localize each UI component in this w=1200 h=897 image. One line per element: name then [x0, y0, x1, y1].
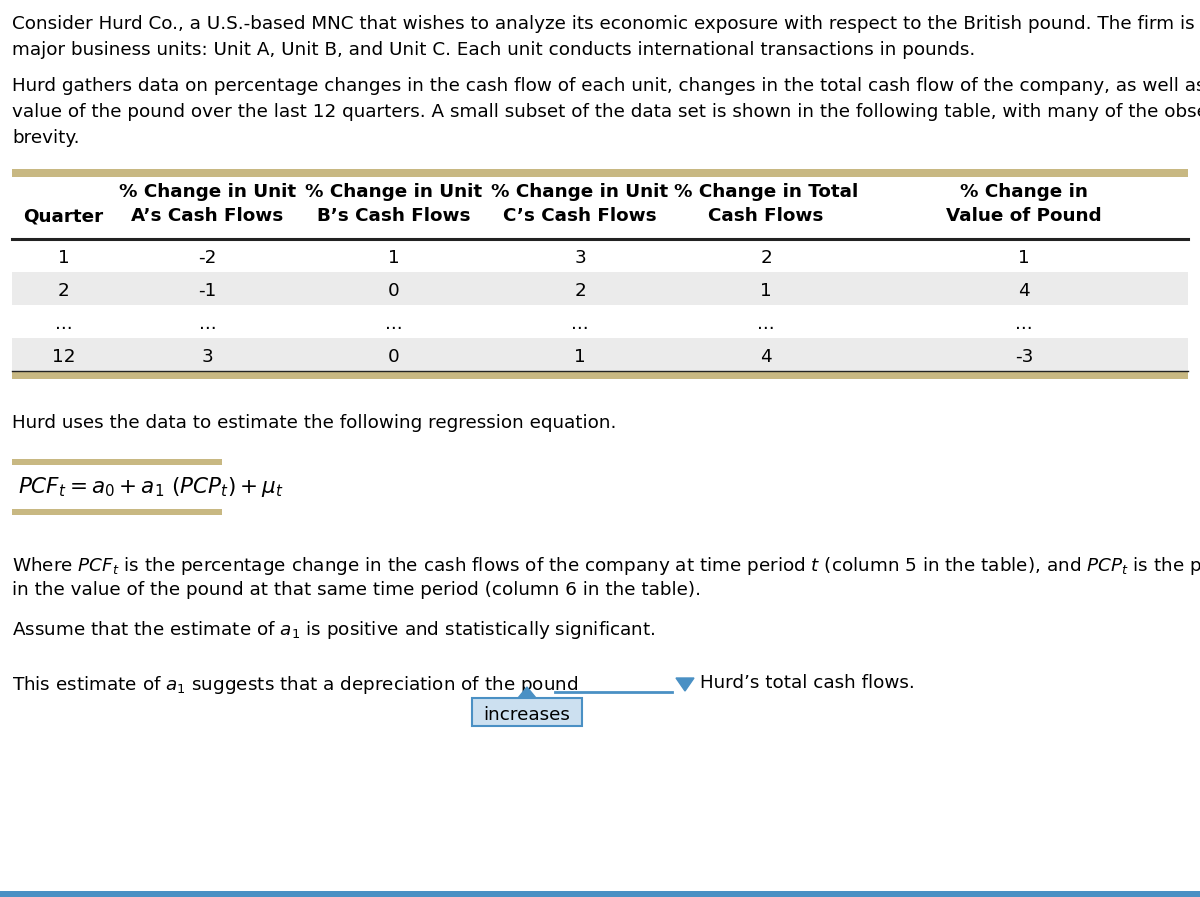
Text: -3: -3	[1015, 347, 1033, 365]
Text: ...: ...	[757, 315, 775, 333]
Text: % Change in Unit: % Change in Unit	[119, 183, 296, 201]
Text: 4: 4	[760, 347, 772, 365]
Bar	[0, 891, 1200, 897]
Text: Hurd’s total cash flows.: Hurd’s total cash flows.	[700, 674, 914, 692]
Text: ...: ...	[385, 315, 403, 333]
Text: 12: 12	[52, 347, 76, 365]
Text: 1: 1	[574, 347, 586, 365]
Bar	[0, 891, 1200, 897]
Polygon shape	[676, 678, 694, 691]
Bar	[12, 177, 1188, 239]
Text: brevity.: brevity.	[12, 129, 79, 147]
Text: 0: 0	[388, 347, 400, 365]
Text: major business units: Unit A, Unit B, and Unit C. Each unit conducts internation: major business units: Unit A, Unit B, an…	[12, 41, 976, 59]
Text: -1: -1	[198, 282, 217, 300]
Text: % Change in: % Change in	[960, 183, 1088, 201]
Text: 1: 1	[1018, 248, 1030, 266]
Text: 4: 4	[1018, 282, 1030, 300]
Bar	[12, 459, 222, 465]
Text: Cash Flows: Cash Flows	[708, 207, 823, 225]
Text: 1: 1	[58, 248, 70, 266]
Text: % Change in Total: % Change in Total	[674, 183, 858, 201]
Text: This estimate of $a_1$ suggests that a depreciation of the pound: This estimate of $a_1$ suggests that a d…	[12, 674, 578, 696]
Text: 1: 1	[760, 282, 772, 300]
Text: Assume that the estimate of $a_1$ is positive and statistically significant.: Assume that the estimate of $a_1$ is pos…	[12, 619, 655, 641]
Bar	[12, 338, 1188, 371]
Text: 3: 3	[202, 347, 214, 365]
Text: Hurd uses the data to estimate the following regression equation.: Hurd uses the data to estimate the follo…	[12, 414, 617, 432]
Text: ...: ...	[199, 315, 216, 333]
Text: Where $PCF_t$ is the percentage change in the cash flows of the company at time : Where $PCF_t$ is the percentage change i…	[12, 555, 1200, 577]
FancyBboxPatch shape	[472, 698, 582, 726]
Text: Quarter: Quarter	[24, 207, 103, 225]
Text: value of the pound over the last 12 quarters. A small subset of the data set is : value of the pound over the last 12 quar…	[12, 103, 1200, 121]
Text: $PCF_t = a_0 + a_1\ (PCP_t) + \mu_t$: $PCF_t = a_0 + a_1\ (PCP_t) + \mu_t$	[18, 475, 284, 499]
Text: ...: ...	[55, 315, 72, 333]
Bar	[12, 272, 1188, 305]
Bar	[12, 169, 1188, 177]
Text: ...: ...	[1015, 315, 1033, 333]
Bar	[12, 239, 1188, 272]
Text: 0: 0	[388, 282, 400, 300]
Text: 2: 2	[760, 248, 772, 266]
Text: Hurd gathers data on percentage changes in the cash flow of each unit, changes i: Hurd gathers data on percentage changes …	[12, 77, 1200, 95]
Text: 1: 1	[388, 248, 400, 266]
Text: A’s Cash Flows: A’s Cash Flows	[131, 207, 283, 225]
Text: Value of Pound: Value of Pound	[946, 207, 1102, 225]
Bar	[12, 305, 1188, 338]
Text: 2: 2	[574, 282, 586, 300]
Text: B’s Cash Flows: B’s Cash Flows	[317, 207, 470, 225]
Text: increases: increases	[484, 706, 570, 724]
Text: C’s Cash Flows: C’s Cash Flows	[503, 207, 656, 225]
Text: 2: 2	[58, 282, 70, 300]
Text: 3: 3	[574, 248, 586, 266]
Bar	[12, 371, 1188, 379]
Text: % Change in Unit: % Change in Unit	[492, 183, 668, 201]
Text: % Change in Unit: % Change in Unit	[306, 183, 482, 201]
Text: Consider Hurd Co., a U.S.-based MNC that wishes to analyze its economic exposure: Consider Hurd Co., a U.S.-based MNC that…	[12, 15, 1200, 33]
Text: in the value of the pound at that same time period (column 6 in the table).: in the value of the pound at that same t…	[12, 581, 701, 599]
Polygon shape	[518, 687, 536, 698]
Text: -2: -2	[198, 248, 217, 266]
Text: ...: ...	[571, 315, 589, 333]
Bar	[12, 509, 222, 515]
